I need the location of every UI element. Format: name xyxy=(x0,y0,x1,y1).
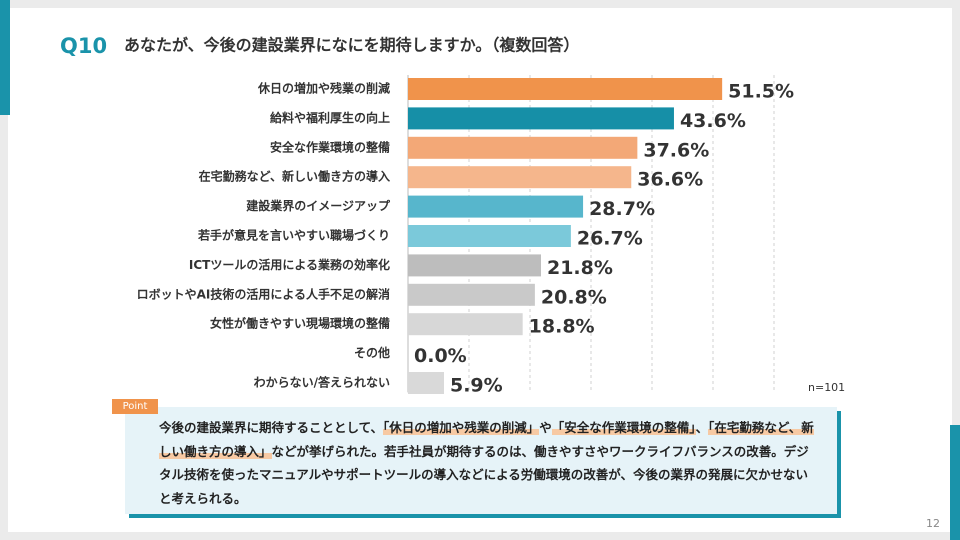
bar xyxy=(408,107,674,130)
category-label: 建設業界のイメージアップ xyxy=(245,198,391,213)
bar xyxy=(408,372,444,394)
point-highlight: 「休日の増加や残業の削減」 xyxy=(383,420,540,435)
bar xyxy=(408,166,632,189)
point-text: や xyxy=(539,420,552,435)
category-label: その他 xyxy=(354,345,390,360)
value-label: 0.0% xyxy=(414,345,467,367)
point-text: 今後の建設業界に期待することとして、 xyxy=(159,420,384,435)
bar xyxy=(408,78,723,100)
point-text: 、 xyxy=(695,420,709,435)
value-label: 5.9% xyxy=(450,375,503,397)
bar xyxy=(408,254,541,277)
value-label: 36.6% xyxy=(637,169,703,191)
bar xyxy=(408,283,535,306)
accent-bar xyxy=(950,425,960,540)
value-label: 37.6% xyxy=(643,139,709,161)
question-text: あなたが、今後の建設業界になにを期待しますか。（複数回答） xyxy=(124,36,579,55)
value-label: 21.8% xyxy=(547,257,613,279)
bar xyxy=(408,225,571,247)
point-box: 今後の建設業界に期待することとして、「休日の増加や残業の削減」や「安全な作業環境… xyxy=(125,407,837,514)
sample-size: n=101 xyxy=(808,381,845,394)
bar xyxy=(408,195,584,218)
bar xyxy=(408,136,638,159)
point-text: などが挙げられた。若手社員が期待するのは、働きやすさやワークライフバランスの改善… xyxy=(159,443,809,506)
category-label: ロボットやAI技術の活用による人手不足の解消 xyxy=(137,286,390,301)
value-label: 26.7% xyxy=(577,228,643,250)
page-number: 12 xyxy=(926,517,940,530)
value-label: 18.8% xyxy=(529,316,595,338)
value-label: 28.7% xyxy=(589,198,655,220)
category-label: 若手が意見を言いやすい職場づくり xyxy=(197,228,390,243)
category-label: わからない/答えられない xyxy=(254,375,390,390)
category-label: 女性が働きやすい現場環境の整備 xyxy=(210,316,390,331)
value-label: 20.8% xyxy=(541,286,607,308)
value-label: 51.5% xyxy=(728,81,794,103)
category-label: 在宅勤務など、新しい働き方の導入 xyxy=(199,169,390,184)
bar xyxy=(408,313,523,336)
category-label: ICTツールの活用による業務の効率化 xyxy=(189,257,390,272)
question-number: Q10 xyxy=(60,34,107,58)
point-label: Point xyxy=(112,399,158,414)
value-label: 43.6% xyxy=(680,110,746,132)
category-label: 休日の増加や残業の削減 xyxy=(257,81,390,96)
category-label: 給料や福利厚生の向上 xyxy=(270,110,390,125)
point-highlight: 「安全な作業環境の整備」 xyxy=(551,420,696,435)
category-label: 安全な作業環境の整備 xyxy=(270,139,390,154)
accent-bar xyxy=(0,0,10,115)
